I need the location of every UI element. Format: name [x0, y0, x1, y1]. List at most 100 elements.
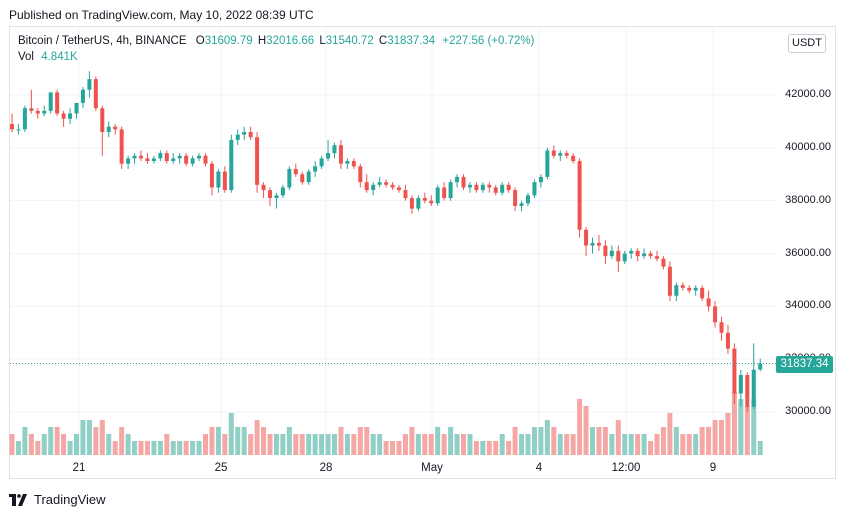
- candle-body: [306, 171, 311, 183]
- volume-bar: [667, 413, 673, 455]
- volume-bar: [306, 434, 312, 455]
- volume-bar: [441, 434, 447, 455]
- volume-bar: [570, 434, 576, 455]
- volume-bar: [93, 427, 99, 455]
- volume-bar: [609, 434, 615, 455]
- candle-body: [248, 131, 253, 138]
- volume-value: 4.841K: [41, 51, 78, 63]
- volume-bar: [480, 441, 486, 455]
- volume-bar: [170, 441, 176, 455]
- time-tick-label: May: [421, 462, 443, 474]
- volume-bar: [28, 434, 34, 455]
- last-price-label: 31837.34: [776, 356, 833, 373]
- candle-body: [751, 369, 756, 407]
- volume-bar: [525, 434, 531, 455]
- candle-body: [119, 129, 124, 164]
- volume-bar: [119, 427, 125, 455]
- volume-bar: [415, 434, 421, 455]
- volume-bar: [74, 434, 79, 455]
- candle-body: [590, 242, 595, 246]
- candle-body: [480, 184, 485, 191]
- candle-body: [532, 182, 537, 196]
- volume-bar: [531, 427, 537, 455]
- volume-bar: [351, 434, 357, 455]
- volume-bar: [48, 427, 54, 455]
- volume-bar: [177, 441, 183, 455]
- volume-bar: [41, 434, 47, 455]
- candle-body: [164, 153, 169, 162]
- candle-body: [274, 195, 279, 199]
- candle-body: [416, 198, 421, 209]
- candle-body: [61, 113, 66, 119]
- volume-bar: [738, 399, 744, 455]
- candle-body: [758, 363, 763, 370]
- candle-body: [171, 158, 176, 162]
- published-caption: Published on TradingView.com, May 10, 20…: [9, 8, 314, 22]
- volume-bar: [467, 434, 473, 455]
- candle-body: [474, 184, 479, 191]
- candle-body: [332, 145, 337, 154]
- candle-body: [255, 137, 260, 185]
- volume-bar: [461, 434, 466, 455]
- candle-body: [113, 126, 118, 130]
- volume-bar: [615, 420, 621, 455]
- candle-body: [667, 266, 672, 296]
- time-tick-label: 12:00: [611, 462, 641, 474]
- candle-body: [229, 139, 234, 191]
- volume-bar: [203, 434, 208, 455]
- candle-body: [661, 258, 666, 267]
- high-label: H: [257, 35, 267, 47]
- candle-body: [203, 155, 208, 164]
- candle-body: [397, 187, 401, 191]
- candle-body: [655, 256, 659, 259]
- volume-bar: [544, 420, 550, 455]
- volume-bar: [357, 427, 363, 455]
- currency-button[interactable]: USDT: [788, 34, 826, 53]
- volume-bar: [396, 441, 402, 455]
- volume-bar: [519, 434, 525, 455]
- volume-bar: [80, 420, 86, 455]
- price-tick-label: 36000.00: [785, 246, 831, 259]
- volume-bar: [506, 441, 512, 455]
- candle-body: [16, 129, 21, 131]
- candle-body: [222, 171, 227, 191]
- volume-bar: [86, 420, 92, 455]
- candle-body: [448, 182, 453, 199]
- volume-bar: [273, 434, 279, 455]
- volume-bar: [99, 420, 105, 455]
- volume-bar: [267, 434, 273, 455]
- candle-body: [622, 253, 627, 262]
- volume-bar: [209, 427, 215, 455]
- candle-body: [526, 195, 530, 204]
- volume-bar: [660, 427, 666, 455]
- legend-row-volume: Vol 4.841K: [18, 51, 534, 63]
- candle-body: [629, 250, 634, 254]
- candle-body: [287, 168, 292, 188]
- volume-bar: [228, 413, 234, 455]
- candle-body: [300, 174, 305, 183]
- volume-bar: [454, 434, 460, 455]
- candle-body: [429, 200, 434, 204]
- volume-bar: [402, 434, 408, 455]
- candle-body: [261, 184, 266, 191]
- symbol-label[interactable]: Bitcoin / TetherUS, 4h, BINANCE: [18, 35, 187, 47]
- volume-bar: [744, 406, 750, 455]
- time-tick-label: 25: [214, 462, 228, 474]
- volume-bar: [596, 427, 602, 455]
- candle-body: [351, 161, 356, 167]
- candle-body: [648, 253, 653, 257]
- volume-bar: [299, 434, 305, 455]
- time-tick-label: 28: [319, 462, 333, 474]
- open-value: 31609.79: [204, 35, 253, 47]
- volume-label[interactable]: Vol: [18, 51, 34, 63]
- tradingview-brand: TradingView: [34, 492, 106, 507]
- candle-body: [80, 89, 85, 103]
- candle-body: [564, 153, 569, 156]
- candle-body: [74, 102, 79, 114]
- candle-body: [139, 155, 143, 159]
- tradingview-logo[interactable]: TradingView: [9, 492, 106, 507]
- candle-body: [293, 168, 298, 175]
- candle-body: [106, 126, 111, 132]
- volume-bar: [190, 441, 196, 455]
